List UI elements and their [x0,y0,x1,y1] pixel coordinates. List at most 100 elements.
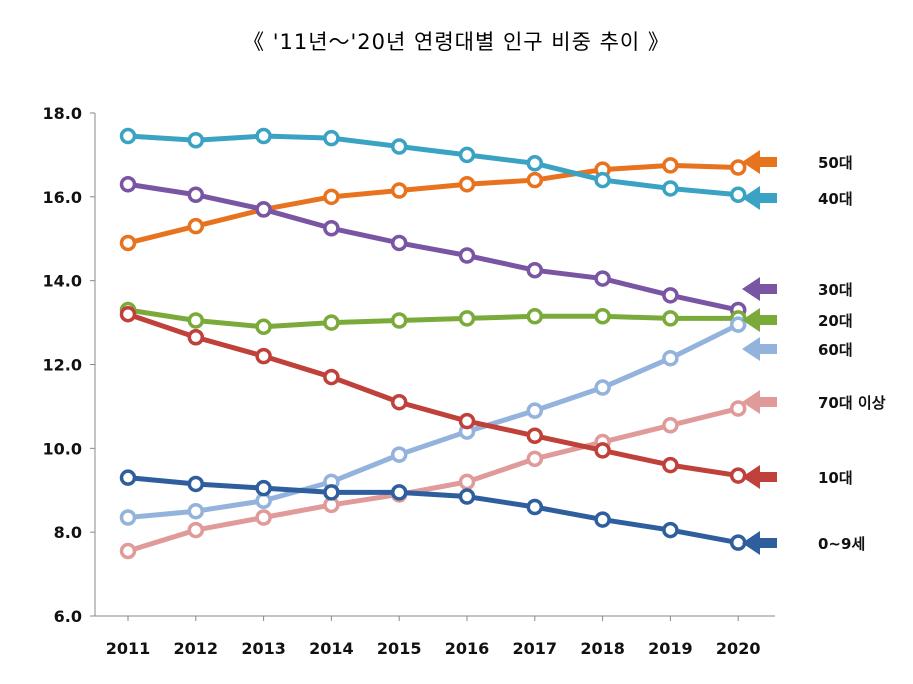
data-point [255,347,272,365]
legend-item-7: 0~9세 [742,531,865,555]
legend-label: 40대 [818,190,853,208]
data-point [662,180,679,197]
legend-arrow-icon [742,337,777,361]
data-point [526,402,544,419]
data-point [458,247,476,264]
data-point [255,201,272,218]
data-point [662,157,679,174]
series-layer [119,127,747,560]
legend-arrow-icon [742,150,777,174]
x-tick-label: 2011 [106,639,151,658]
data-point [526,171,544,189]
series-1 [119,127,747,203]
series-line [125,162,741,246]
legend-item-3: 20대 [742,308,853,332]
series-line [125,406,741,554]
y-tick-label: 10.0 [43,439,82,458]
legend-arrow-icon [742,308,777,332]
data-point [729,186,747,203]
data-point [323,484,340,501]
chart-axes: 6.0 8.0 10.0 12.0 14.0 16.0 18.0 2011 2012 2013 20… [43,104,775,658]
data-point [729,400,747,417]
y-tick-label: 16.0 [43,188,82,207]
data-point [390,312,408,329]
data-point [729,316,747,333]
series-6 [119,305,747,484]
data-point [526,308,544,325]
legend-label: 10대 [818,469,853,487]
legend-label: 50대 [818,154,853,172]
data-point [187,131,205,149]
data-point [187,217,205,235]
y-tick-label: 18.0 [43,104,82,123]
legend-label: 0~9세 [818,535,865,553]
series-5 [119,400,747,560]
data-point [526,450,544,468]
data-point [458,310,476,327]
data-point [458,488,476,505]
series-2 [119,176,747,319]
data-point [187,329,205,346]
legend-label: 70대 이상 [818,394,886,412]
data-point [323,188,340,206]
data-point [662,310,679,327]
legend: 50대 40대 30대 20대 60대 70대 이상 10대 0~9세 [742,150,886,555]
legend-item-6: 10대 [742,465,853,489]
data-point [594,511,611,528]
data-point [390,182,408,199]
series-7 [119,469,747,551]
legend-label: 20대 [818,312,853,330]
data-point [187,312,205,329]
data-point [662,287,679,304]
series-line [125,307,741,330]
data-point [187,186,205,203]
data-point [119,542,137,560]
legend-arrow-icon [742,390,777,414]
data-point [458,412,476,430]
series-line [125,475,741,546]
x-tick-label: 2016 [445,639,490,658]
data-point [594,308,611,325]
x-tick-label: 2017 [513,639,558,658]
series-3 [119,301,747,336]
data-point [526,261,544,279]
data-point [390,484,408,501]
data-point [255,509,272,526]
data-point [526,427,544,445]
data-point [594,270,611,287]
data-point [390,393,408,411]
data-point [458,473,476,491]
data-point [390,138,408,155]
legend-item-0: 50대 [742,150,853,174]
legend-arrow-icon [742,465,777,489]
y-tick-label: 14.0 [43,272,82,291]
data-point [662,349,679,367]
data-point [323,314,340,331]
legend-label: 30대 [818,281,853,299]
series-line [125,311,741,479]
data-point [594,171,611,189]
data-point [119,509,137,526]
series-line [125,181,741,313]
data-point [119,127,137,145]
data-point [119,176,137,193]
legend-item-1: 40대 [742,186,853,210]
data-point [119,305,137,323]
data-point [458,146,476,164]
data-point [323,129,340,147]
data-point [390,234,408,252]
legend-arrow-icon [742,531,777,555]
data-point [729,467,747,484]
data-point [119,234,137,252]
series-line [125,322,741,520]
data-point [323,220,340,237]
data-point [526,498,544,516]
x-tick-label: 2012 [174,639,219,658]
x-tick-label: 2014 [309,639,354,658]
legend-item-5: 70대 이상 [742,390,886,414]
chart-title: 《 '11년～'20년 연령대별 인구 비중 추이 》 [243,30,670,54]
y-tick-label: 8.0 [54,523,82,542]
data-point [187,521,205,539]
y-tick-label: 12.0 [43,356,82,375]
